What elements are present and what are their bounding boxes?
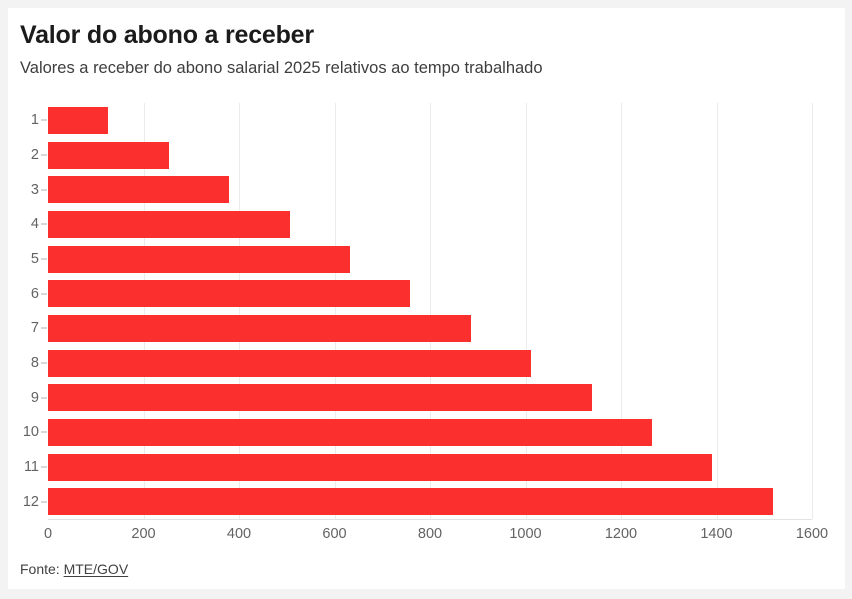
source-link[interactable]: MTE/GOV <box>63 561 129 577</box>
y-axis-tick <box>41 466 47 469</box>
chart-row: 6 <box>31 276 812 311</box>
x-axis-label: 1600 <box>795 526 829 542</box>
gridline <box>143 103 145 519</box>
y-axis-tick <box>41 327 47 330</box>
y-axis-tick <box>41 154 47 156</box>
y-axis-tick <box>41 396 47 399</box>
x-axis-line <box>48 519 812 520</box>
y-axis-tick <box>41 431 47 434</box>
bar-months-10 <box>48 418 653 446</box>
gridline <box>334 103 336 519</box>
bar-months-11 <box>48 453 713 481</box>
chart-card: Valor do abono a receber Valores a receb… <box>8 8 845 589</box>
y-axis-label: 9 <box>30 389 39 406</box>
y-axis-tick <box>41 119 47 122</box>
y-axis-tick <box>41 258 47 261</box>
x-axis-label: 1200 <box>604 526 638 542</box>
source-note: Fonte: MTE/GOV <box>20 561 128 578</box>
gridline <box>525 103 527 519</box>
y-axis-label: 3 <box>30 181 39 198</box>
y-axis-label: 11 <box>23 459 39 476</box>
plot-area: 1 2 3 4 5 6 7 8 9 10 11 12 <box>23 103 813 520</box>
y-axis-tick <box>41 188 47 191</box>
bar-months-1 <box>48 106 109 134</box>
x-axis-label: 400 <box>226 526 252 542</box>
source-prefix: Fonte: <box>20 561 64 577</box>
x-axis-label: 1000 <box>509 526 542 542</box>
bar-months-9 <box>48 384 592 412</box>
y-axis-label: 2 <box>30 147 39 163</box>
bar-months-8 <box>48 349 532 377</box>
y-axis-tick <box>41 500 47 503</box>
chart-row: 8 <box>31 346 812 381</box>
chart-row: 12 <box>23 484 812 519</box>
chart-row: 9 <box>31 380 812 415</box>
y-axis-label: 6 <box>30 285 39 302</box>
bar-months-2 <box>48 141 169 169</box>
page-subtitle: Valores a receber do abono salarial 2025… <box>20 59 543 77</box>
x-axis-labels: 0 200 400 600 800 1000 1200 1400 1600 <box>44 524 828 544</box>
chart-row: 3 <box>31 172 812 207</box>
page-title: Valor do abono a receber <box>20 21 314 49</box>
chart-row: 5 <box>31 242 812 277</box>
bar-months-3 <box>48 176 230 204</box>
bar-months-5 <box>48 245 351 273</box>
y-axis-label: 12 <box>22 493 39 510</box>
chart-row: 10 <box>23 415 812 450</box>
chart-row: 7 <box>31 311 812 346</box>
gridline <box>430 103 431 519</box>
gridline <box>716 103 718 519</box>
x-axis-label: 800 <box>417 526 443 542</box>
chart-row: 11 <box>24 450 812 485</box>
bar-months-6 <box>48 280 411 308</box>
y-axis-tick <box>41 362 47 365</box>
y-axis-label: 4 <box>30 216 39 233</box>
bar-months-4 <box>48 210 290 238</box>
gridline <box>621 103 622 519</box>
gridline <box>239 103 240 519</box>
bar-months-7 <box>48 314 471 342</box>
gridline <box>812 103 813 519</box>
y-axis-tick <box>41 292 47 295</box>
chart-row: 1 <box>31 103 812 138</box>
y-axis-label: 1 <box>30 112 39 129</box>
x-axis-label: 0 <box>43 526 53 542</box>
chart-row: 4 <box>31 207 812 242</box>
y-axis-label: 10 <box>22 424 39 441</box>
y-axis-label: 5 <box>30 251 39 268</box>
y-axis-tick <box>41 223 47 226</box>
y-axis-label: 8 <box>30 355 39 372</box>
x-axis-label: 1400 <box>700 526 733 542</box>
bar-months-12 <box>48 488 773 516</box>
x-axis-label: 600 <box>322 526 347 542</box>
bars: 1 2 3 4 5 6 7 8 9 10 11 12 <box>23 103 812 519</box>
chart-row: 2 <box>31 138 812 173</box>
y-axis-label: 7 <box>30 320 39 337</box>
x-axis-label: 200 <box>131 526 156 542</box>
